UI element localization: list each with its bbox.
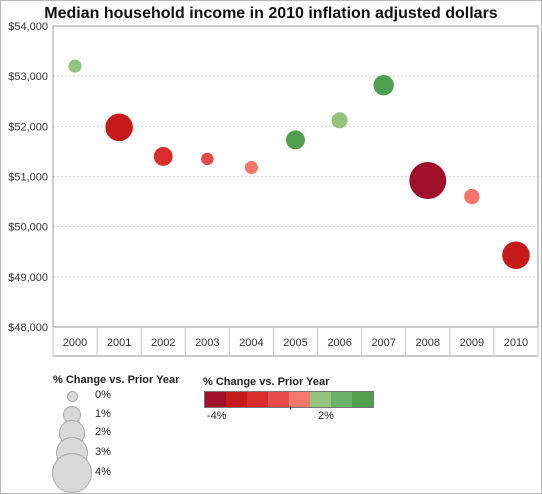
size-legend-label: 2% [95,426,111,438]
data-point [373,75,394,96]
y-tick-label: $53,000 [8,71,48,83]
data-point [244,160,258,175]
x-tick-label: 2007 [371,337,395,349]
data-point [286,130,305,150]
x-tick-label: 2010 [504,337,528,349]
y-tick-label: $51,000 [8,172,48,184]
x-tick-label: 2000 [63,337,87,349]
data-point [153,146,173,166]
size-legend-label: 1% [95,408,111,420]
size-legend-label: 3% [95,446,111,458]
color-ramp-cell [247,392,268,407]
x-tick-label: 2004 [239,337,263,349]
x-tick-label: 2003 [195,337,219,349]
x-tick-label: 2005 [283,337,307,349]
x-tick-label: 2006 [327,337,351,349]
size-legend-label: 0% [95,389,111,401]
data-point [502,241,530,270]
y-tick-label: $52,000 [8,121,48,133]
color-ramp-cell [205,392,226,407]
color-legend-max-label: 2% [318,410,334,422]
size-legend-label: 4% [95,466,111,478]
x-tick-label: 2002 [151,337,175,349]
color-legend-zero-tick [290,406,291,410]
color-ramp-cell [331,392,352,407]
x-tick-label: 2009 [460,337,484,349]
data-point [105,113,133,142]
color-legend-min-label: -4% [207,410,227,422]
color-ramp-cell [310,392,331,407]
data-point [409,162,447,199]
color-legend-title: % Change vs. Prior Year [203,376,330,388]
y-tick-label: $49,000 [8,272,48,284]
y-tick-label: $48,000 [8,322,48,334]
size-legend-swatch [66,390,78,402]
x-tick-label: 2001 [107,337,131,349]
chart-title: Median household income in 2010 inflatio… [44,5,498,22]
chart-plot: $48,000 $49,000 $50,000 $51,000 $52,000 $53,0… [8,21,539,357]
data-point [68,59,82,73]
data-point [464,188,480,205]
y-tick-label: $54,000 [8,21,48,33]
data-point [331,112,348,129]
y-tick-label: $50,000 [8,222,48,234]
color-ramp-cell [226,392,247,407]
x-tick-label: 2008 [416,337,440,349]
size-legend-title: % Change vs. Prior Year [53,374,180,386]
color-ramp-cell [352,392,373,407]
color-legend-ramp [204,391,374,408]
color-ramp-cell [289,392,310,407]
size-legend-swatch [52,453,92,493]
data-point [201,152,214,166]
color-ramp-cell [268,392,289,407]
